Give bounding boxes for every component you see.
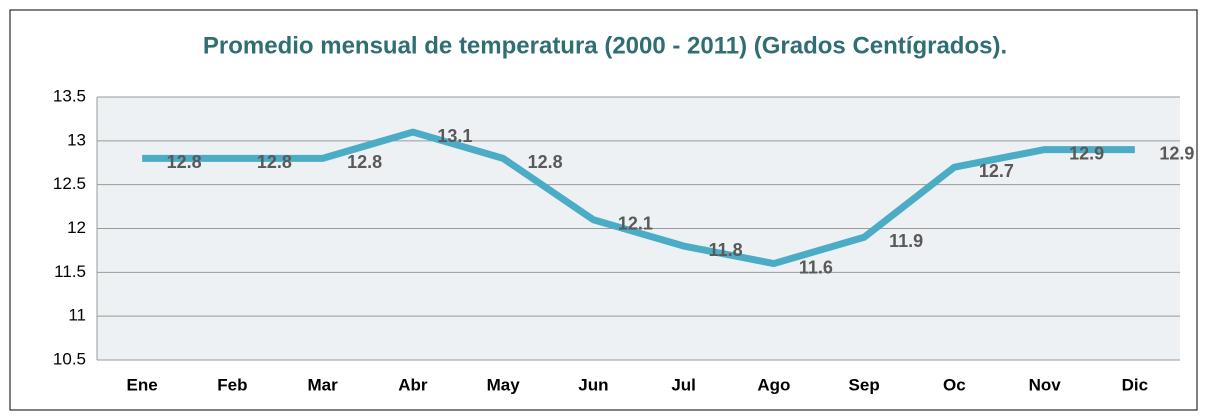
y-tick-label: 13 bbox=[67, 130, 86, 149]
x-tick-label: Oc bbox=[943, 375, 966, 394]
value-label: 12.8 bbox=[347, 152, 382, 172]
x-tick-label: Nov bbox=[1029, 375, 1062, 394]
x-tick-label: Abr bbox=[398, 375, 428, 394]
y-tick-label: 12 bbox=[67, 218, 86, 237]
x-tick-label: Sep bbox=[849, 375, 880, 394]
x-tick-label: Ago bbox=[757, 375, 790, 394]
y-tick-label: 12.5 bbox=[53, 174, 86, 193]
x-tick-label: Dic bbox=[1122, 375, 1148, 394]
x-tick-label: Ene bbox=[127, 375, 158, 394]
value-label: 12.8 bbox=[528, 152, 563, 172]
x-tick-label: May bbox=[487, 375, 521, 394]
x-tick-label: Jul bbox=[671, 375, 696, 394]
y-tick-label: 11 bbox=[68, 306, 86, 325]
value-label: 12.1 bbox=[618, 213, 653, 233]
value-label: 11.6 bbox=[799, 257, 833, 277]
grid bbox=[96, 96, 1180, 361]
value-label: 12.7 bbox=[979, 161, 1014, 181]
x-tick-label: Jun bbox=[578, 375, 608, 394]
value-label: 13.1 bbox=[437, 126, 472, 146]
value-label: 12.8 bbox=[167, 152, 202, 172]
value-label: 11.8 bbox=[709, 240, 743, 260]
value-label: 11.9 bbox=[889, 231, 923, 251]
y-tick-label: 10.5 bbox=[53, 349, 86, 368]
y-tick-label: 13.5 bbox=[53, 86, 86, 105]
value-label: 12.9 bbox=[1159, 143, 1194, 163]
value-label: 12.9 bbox=[1069, 143, 1104, 163]
x-tick-label: Mar bbox=[308, 375, 339, 394]
chart-title: Promedio mensual de temperatura (2000 - … bbox=[203, 32, 1007, 59]
marks: 12.8 12.8 12.8 13.1 12.8 12.1 11.8 11.6 11.9 12.7… bbox=[142, 126, 1194, 277]
y-tick-label: 11.5 bbox=[54, 262, 86, 281]
value-label: 12.8 bbox=[257, 152, 292, 172]
series-line bbox=[142, 128, 1135, 268]
x-tick-label: Feb bbox=[217, 375, 247, 394]
